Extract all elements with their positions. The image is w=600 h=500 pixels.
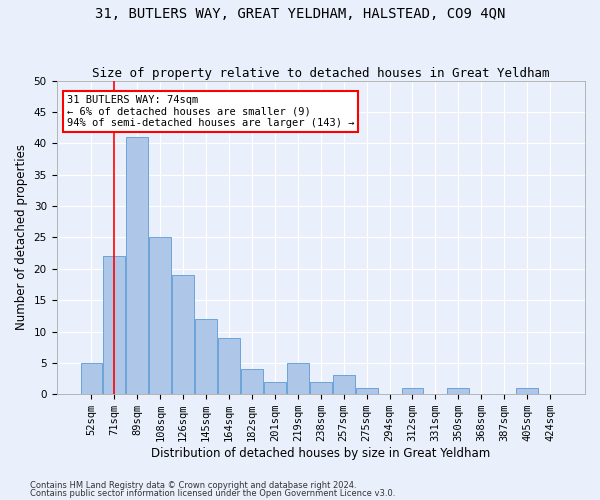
Bar bbox=[218, 338, 240, 394]
Text: 31 BUTLERS WAY: 74sqm
← 6% of detached houses are smaller (9)
94% of semi-detach: 31 BUTLERS WAY: 74sqm ← 6% of detached h… bbox=[67, 95, 355, 128]
Bar bbox=[448, 388, 469, 394]
Bar bbox=[287, 363, 309, 394]
Bar bbox=[264, 382, 286, 394]
Text: 31, BUTLERS WAY, GREAT YELDHAM, HALSTEAD, CO9 4QN: 31, BUTLERS WAY, GREAT YELDHAM, HALSTEAD… bbox=[95, 8, 505, 22]
Bar bbox=[241, 369, 263, 394]
Bar bbox=[310, 382, 332, 394]
Text: Contains HM Land Registry data © Crown copyright and database right 2024.: Contains HM Land Registry data © Crown c… bbox=[30, 480, 356, 490]
Text: Contains public sector information licensed under the Open Government Licence v3: Contains public sector information licen… bbox=[30, 489, 395, 498]
Bar bbox=[127, 137, 148, 394]
Bar bbox=[333, 376, 355, 394]
Bar bbox=[103, 256, 125, 394]
Bar bbox=[356, 388, 377, 394]
Bar bbox=[172, 275, 194, 394]
Bar bbox=[149, 238, 171, 394]
Bar bbox=[516, 388, 538, 394]
Title: Size of property relative to detached houses in Great Yeldham: Size of property relative to detached ho… bbox=[92, 66, 550, 80]
Bar bbox=[401, 388, 424, 394]
X-axis label: Distribution of detached houses by size in Great Yeldham: Distribution of detached houses by size … bbox=[151, 447, 490, 460]
Bar bbox=[195, 319, 217, 394]
Y-axis label: Number of detached properties: Number of detached properties bbox=[15, 144, 28, 330]
Bar bbox=[80, 363, 103, 394]
